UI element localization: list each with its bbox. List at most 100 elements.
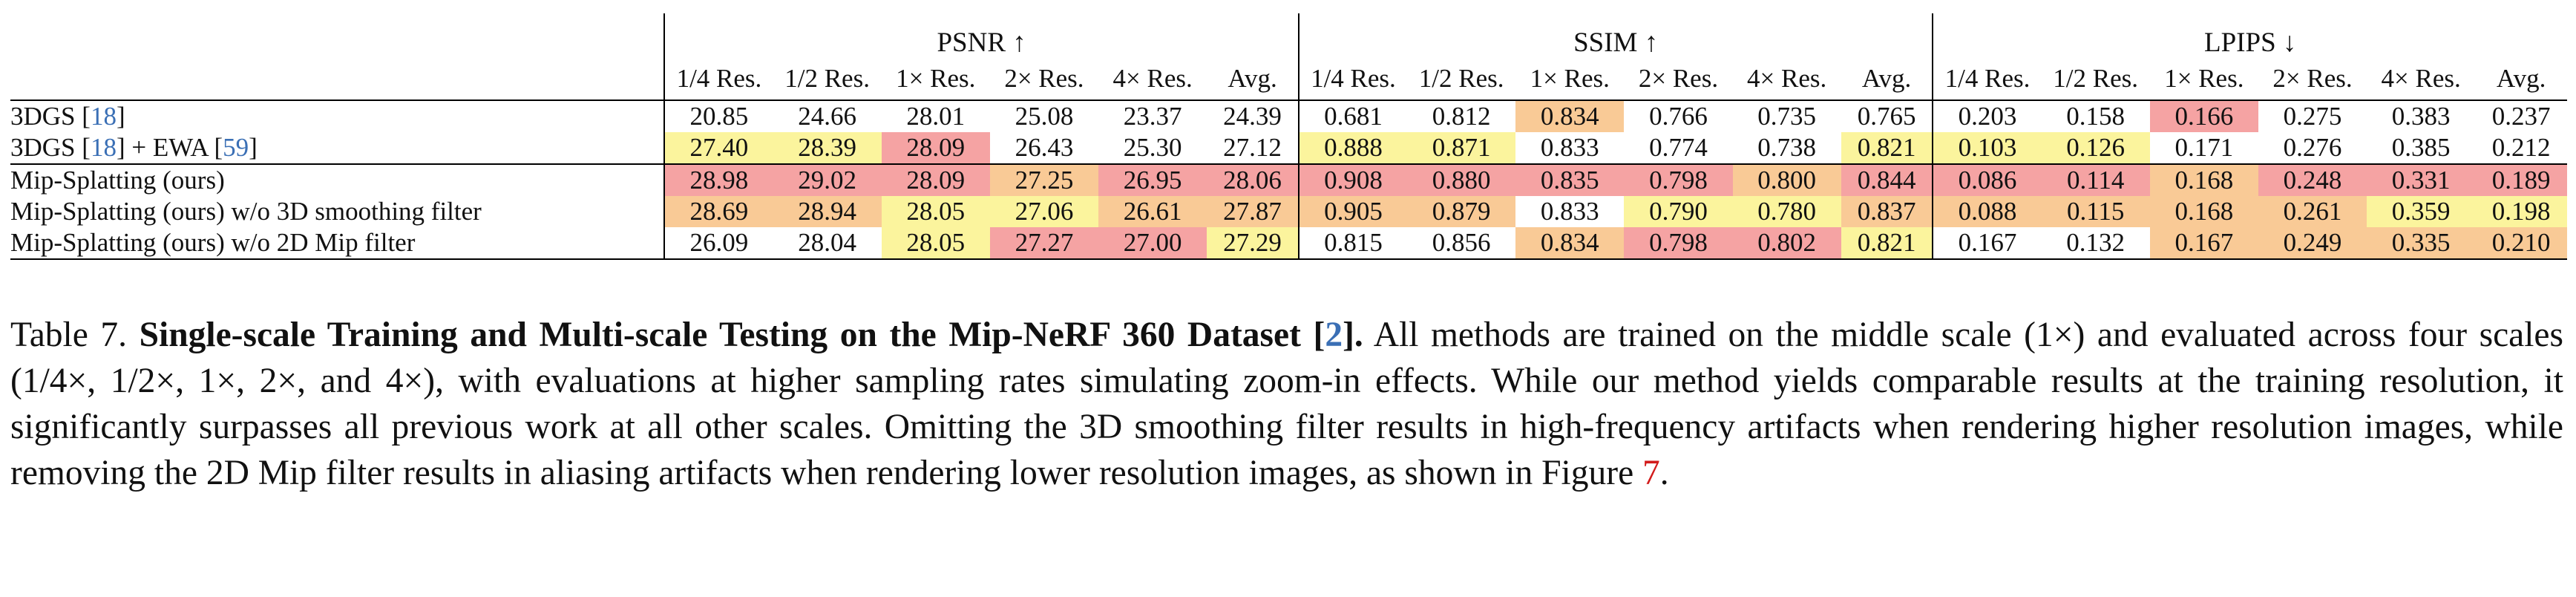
metric-cell: 0.681 bbox=[1297, 100, 1408, 132]
metric-cell: 0.168 bbox=[2149, 196, 2258, 227]
table-row: 3DGS [18] + EWA [59] 27.40 28.39 28.09 26.43… bbox=[10, 132, 2567, 164]
group-header-row: PSNR ↑ SSIM ↑ LPIPS ↓ bbox=[10, 13, 2567, 58]
metric-cell: 26.61 bbox=[1098, 196, 1207, 227]
metric-cell: 0.888 bbox=[1297, 132, 1408, 164]
metric-cell: 0.167 bbox=[2149, 227, 2258, 260]
metric-cell: 28.05 bbox=[881, 227, 990, 260]
column-header: Avg. bbox=[1228, 64, 1277, 93]
citation-ref[interactable]: 18 bbox=[90, 133, 117, 162]
column-header: 1× Res. bbox=[2164, 64, 2244, 93]
metric-cell: 29.02 bbox=[773, 163, 882, 196]
metric-cell: 0.335 bbox=[2367, 227, 2476, 260]
caption-label: Table 7. bbox=[10, 316, 128, 354]
method-name-text: 3DGS [ bbox=[10, 102, 91, 131]
method-name-text: ] bbox=[249, 133, 258, 162]
metric-cell: 0.812 bbox=[1407, 100, 1516, 132]
method-name-text: ] bbox=[116, 102, 125, 131]
metric-cell: 0.115 bbox=[2041, 196, 2150, 227]
metric-cell: 0.167 bbox=[1932, 227, 2042, 260]
method-name-text: Mip-Splatting (ours) w/o 3D smoothing fi… bbox=[10, 197, 482, 226]
metric-cell: 0.908 bbox=[1297, 163, 1408, 196]
column-header: 2× Res. bbox=[2272, 64, 2353, 93]
method-name: 3DGS [18] bbox=[10, 100, 665, 132]
metric-cell: 0.798 bbox=[1624, 163, 1733, 196]
table-row: Mip-Splatting (ours) w/o 3D smoothing fi… bbox=[10, 196, 2567, 227]
column-header: 1× Res. bbox=[1530, 64, 1610, 93]
caption-title: Single-scale Training and Multi-scale Te… bbox=[140, 316, 1363, 354]
method-name: 3DGS [18] + EWA [59] bbox=[10, 132, 664, 164]
citation-ref[interactable]: 18 bbox=[90, 102, 117, 131]
metric-cell: 28.69 bbox=[663, 196, 773, 227]
table-caption: Table 7. Single-scale Training and Multi… bbox=[10, 312, 2563, 496]
metric-cell: 26.95 bbox=[1098, 163, 1207, 196]
method-name: Mip-Splatting (ours) w/o 2D Mip filter bbox=[10, 227, 665, 260]
metric-cell: 24.39 bbox=[1207, 100, 1299, 132]
metric-cell: 0.249 bbox=[2258, 227, 2367, 260]
caption-body: All methods are trained on the middle sc… bbox=[10, 316, 2564, 492]
metric-cell: 0.802 bbox=[1732, 227, 1841, 260]
metric-cell: 0.198 bbox=[2475, 196, 2567, 227]
column-header: 1/4 Res. bbox=[663, 58, 773, 100]
column-header: 4× Res. bbox=[1747, 64, 1827, 93]
metric-cell: 27.06 bbox=[989, 196, 1099, 227]
method-header bbox=[10, 13, 664, 58]
metric-cell: 0.276 bbox=[2283, 133, 2342, 162]
results-table-container: PSNR ↑ SSIM ↑ LPIPS ↓ 1/4 Res. 1/2 Res. 1×… bbox=[10, 13, 2567, 260]
metric-cell: 0.237 bbox=[2475, 100, 2567, 132]
metric-cell: 0.735 bbox=[1732, 100, 1841, 132]
citation-ref[interactable]: 59 bbox=[223, 133, 249, 162]
table-body: 3DGS [18] 20.85 24.66 28.01 25.08 23.37 24.39 0… bbox=[10, 100, 2567, 260]
metric-cell: 0.166 bbox=[2149, 100, 2258, 132]
metric-cell: 26.09 bbox=[663, 227, 773, 260]
metric-cell: 0.780 bbox=[1732, 196, 1841, 227]
metric-cell: 0.210 bbox=[2475, 227, 2567, 260]
metric-cell: 0.879 bbox=[1407, 196, 1516, 227]
metric-cell: 28.05 bbox=[881, 196, 990, 227]
method-name-text: 3DGS [ bbox=[10, 133, 91, 162]
metric-cell: 0.171 bbox=[2174, 133, 2234, 162]
group-header-psnr: PSNR ↑ bbox=[663, 13, 1299, 58]
metric-cell: 0.126 bbox=[2041, 132, 2150, 164]
metric-cell: 0.856 bbox=[1407, 227, 1516, 260]
column-header: Avg. bbox=[2496, 64, 2546, 93]
metric-cell: 28.94 bbox=[773, 196, 882, 227]
metric-cell: 0.086 bbox=[1932, 163, 2042, 196]
method-name-text: Mip-Splatting (ours) w/o 2D Mip filter bbox=[10, 228, 416, 257]
group-header-ssim: SSIM ↑ bbox=[1297, 13, 1933, 58]
caption-title-citation[interactable]: 2 bbox=[1325, 316, 1343, 354]
metric-cell: 28.01 bbox=[881, 100, 990, 132]
metric-cell: 0.834 bbox=[1515, 100, 1625, 132]
method-name: Mip-Splatting (ours) bbox=[10, 163, 665, 196]
metric-cell: 0.774 bbox=[1649, 133, 1708, 162]
metric-cell: 0.738 bbox=[1757, 133, 1816, 162]
caption-figure-ref[interactable]: 7 bbox=[1642, 454, 1660, 492]
column-header: 1× Res. bbox=[896, 64, 976, 93]
metric-cell: 0.261 bbox=[2258, 196, 2367, 227]
metric-cell: 27.87 bbox=[1207, 196, 1299, 227]
metric-cell: 0.114 bbox=[2041, 163, 2150, 196]
column-header: 4× Res. bbox=[1112, 64, 1193, 93]
caption-end: . bbox=[1659, 454, 1669, 492]
subheader-row: 1/4 Res. 1/2 Res. 1× Res. 2× Res. 4× Res. Avg… bbox=[10, 58, 2567, 100]
metric-cell: 20.85 bbox=[663, 100, 773, 132]
metric-cell: 0.212 bbox=[2491, 133, 2551, 162]
metric-cell: 0.189 bbox=[2475, 163, 2567, 196]
metric-cell: 0.834 bbox=[1515, 227, 1625, 260]
column-header: 1/2 Res. bbox=[2053, 64, 2139, 93]
metric-cell: 27.27 bbox=[989, 227, 1099, 260]
caption-title-end: ]. bbox=[1343, 316, 1363, 354]
caption-title-text: Single-scale Training and Multi-scale Te… bbox=[139, 316, 1325, 354]
metric-cell: 0.880 bbox=[1407, 163, 1516, 196]
metric-cell: 0.844 bbox=[1841, 163, 1933, 196]
metric-cell: 0.905 bbox=[1297, 196, 1408, 227]
table-row: Mip-Splatting (ours) 28.98 29.02 28.09 27.25… bbox=[10, 163, 2567, 196]
metric-cell: 0.383 bbox=[2367, 100, 2476, 132]
metric-cell: 0.871 bbox=[1407, 132, 1516, 164]
metric-cell: 0.103 bbox=[1932, 132, 2042, 164]
column-header: 1/2 Res. bbox=[1418, 64, 1504, 93]
metric-cell: 28.06 bbox=[1207, 163, 1299, 196]
column-header: 1/4 Res. bbox=[1932, 58, 2042, 100]
metric-cell: 0.833 bbox=[1540, 197, 1599, 226]
metric-cell: 0.815 bbox=[1297, 227, 1408, 260]
results-table: PSNR ↑ SSIM ↑ LPIPS ↓ 1/4 Res. 1/2 Res. 1×… bbox=[10, 13, 2567, 260]
